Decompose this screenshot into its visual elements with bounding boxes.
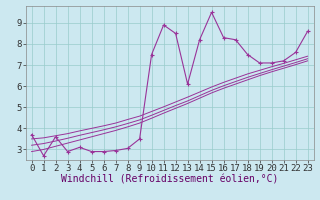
X-axis label: Windchill (Refroidissement éolien,°C): Windchill (Refroidissement éolien,°C) (61, 175, 278, 185)
